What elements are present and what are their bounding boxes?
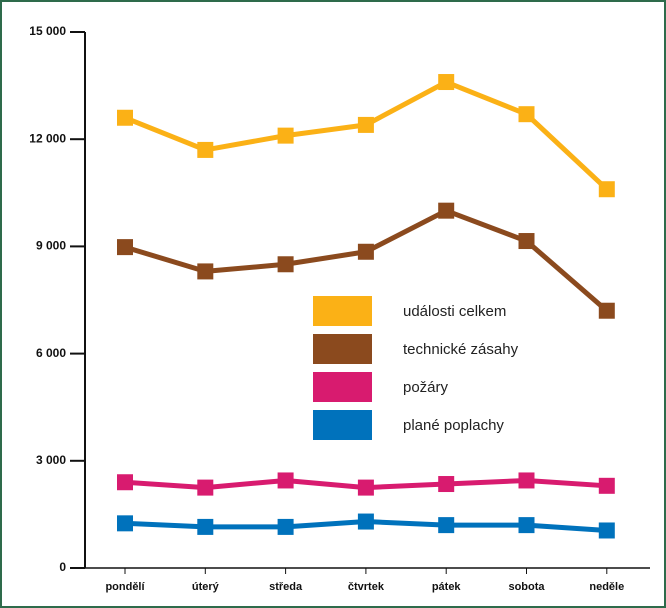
- legend-label: požáry: [403, 379, 449, 396]
- y-tick-label: 12 000: [29, 131, 66, 145]
- y-tick-label: 3 000: [36, 453, 66, 467]
- legend-swatch: [313, 296, 372, 326]
- legend-swatch: [313, 334, 372, 364]
- x-tick-label: neděle: [589, 581, 624, 593]
- x-tick-label: sobota: [508, 581, 545, 593]
- marker: [117, 109, 133, 126]
- marker: [277, 472, 294, 489]
- marker: [598, 181, 615, 198]
- marker: [438, 202, 455, 219]
- x-tick-label: úterý: [192, 581, 220, 593]
- marker: [117, 239, 133, 256]
- y-tick-label: 6 000: [36, 346, 66, 360]
- y-tick-label: 0: [59, 560, 66, 574]
- marker: [598, 477, 615, 494]
- marker: [357, 116, 374, 133]
- marker: [357, 513, 374, 530]
- marker: [518, 517, 535, 534]
- y-tick-label: 15 000: [29, 24, 66, 38]
- x-tick-label: pátek: [432, 581, 462, 593]
- marker: [277, 127, 294, 144]
- marker: [117, 474, 133, 491]
- legend-swatch: [313, 410, 372, 440]
- legend-label: události celkem: [403, 303, 506, 320]
- legend-label: plané poplachy: [403, 417, 504, 434]
- x-tick-label: středa: [269, 581, 303, 593]
- marker: [197, 141, 214, 158]
- marker: [438, 517, 455, 534]
- marker: [518, 472, 535, 489]
- marker: [438, 74, 455, 91]
- marker: [518, 106, 535, 123]
- marker: [277, 518, 294, 535]
- marker: [518, 233, 535, 250]
- marker: [357, 243, 374, 260]
- legend-label: technické zásahy: [403, 341, 519, 358]
- marker: [598, 302, 615, 319]
- x-tick-label: pondělí: [105, 581, 145, 593]
- marker: [357, 479, 374, 496]
- legend-swatch: [313, 372, 372, 402]
- marker: [197, 518, 214, 535]
- marker: [277, 256, 294, 273]
- marker: [438, 476, 455, 493]
- x-tick-label: čtvrtek: [348, 581, 385, 593]
- marker: [197, 479, 214, 496]
- marker: [197, 263, 214, 280]
- marker: [117, 515, 133, 532]
- marker: [598, 522, 615, 539]
- y-tick-label: 9 000: [36, 239, 66, 253]
